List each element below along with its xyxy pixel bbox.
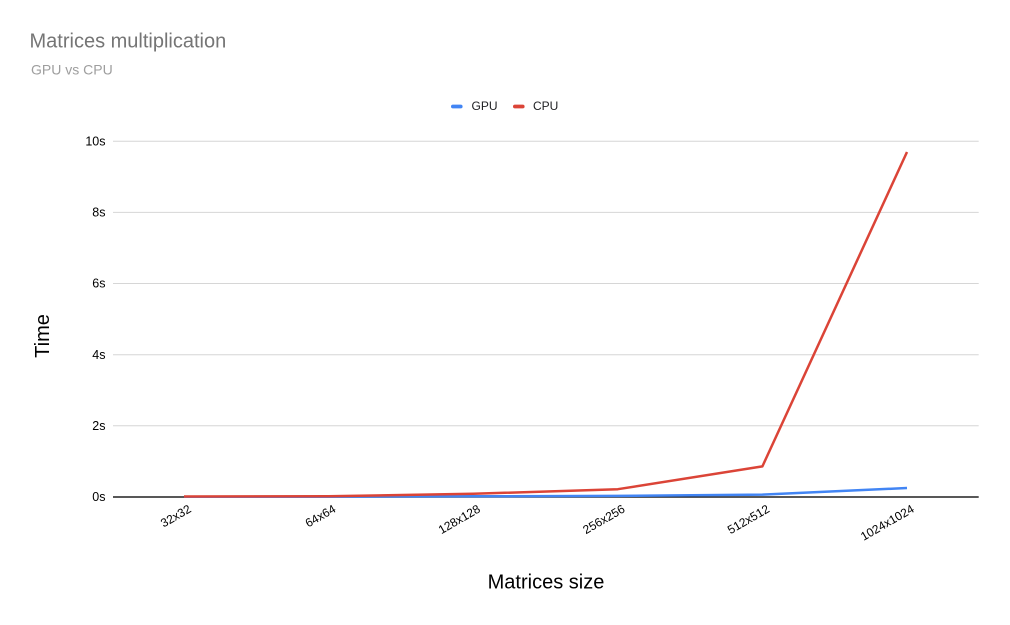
svg-text:Time: Time xyxy=(32,314,54,358)
svg-text:Matrices multiplication: Matrices multiplication xyxy=(30,31,227,53)
svg-text:64x64: 64x64 xyxy=(303,502,339,531)
svg-text:CPU: CPU xyxy=(533,99,558,113)
svg-text:1024x1024: 1024x1024 xyxy=(858,502,917,544)
svg-text:6s: 6s xyxy=(92,277,105,291)
svg-text:512x512: 512x512 xyxy=(725,502,772,537)
svg-text:0s: 0s xyxy=(92,490,105,504)
svg-text:256x256: 256x256 xyxy=(580,502,627,537)
svg-text:10s: 10s xyxy=(85,135,105,149)
svg-text:GPU: GPU xyxy=(472,99,498,113)
svg-text:GPU vs CPU: GPU vs CPU xyxy=(31,62,113,78)
svg-text:2s: 2s xyxy=(92,419,105,433)
svg-text:128x128: 128x128 xyxy=(436,502,483,537)
svg-text:8s: 8s xyxy=(92,206,105,220)
svg-text:Matrices size: Matrices size xyxy=(488,572,605,594)
svg-text:4s: 4s xyxy=(92,348,105,362)
svg-text:32x32: 32x32 xyxy=(158,502,194,531)
